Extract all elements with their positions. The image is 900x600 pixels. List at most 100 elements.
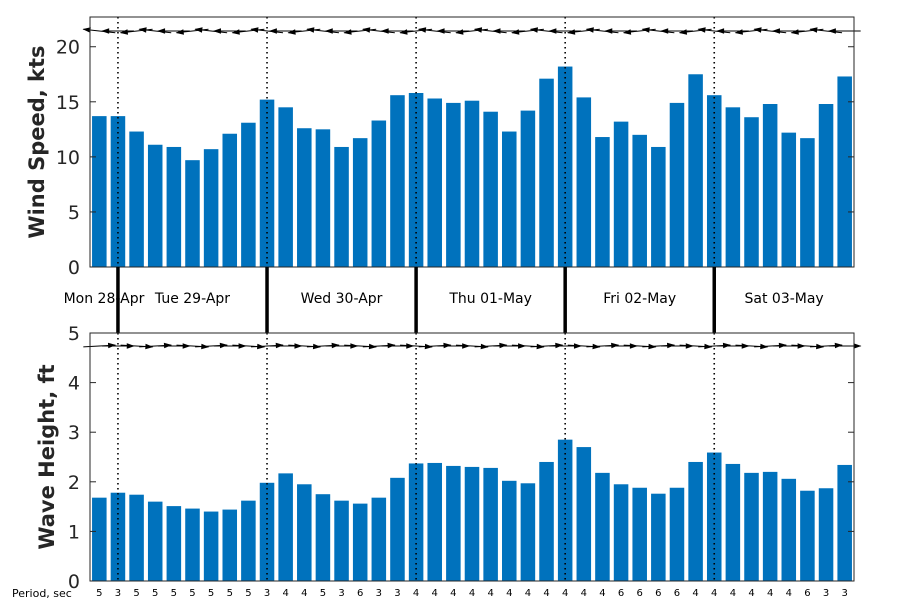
direction-arrow xyxy=(754,342,787,349)
wind-day-dividers xyxy=(117,17,716,267)
wave-bar xyxy=(166,506,182,581)
period-label: 5 xyxy=(245,588,251,599)
wind-bar xyxy=(651,146,666,267)
wave-bar xyxy=(520,483,536,581)
wave-bar xyxy=(595,472,610,581)
period-axis-label: Period, sec xyxy=(12,587,72,600)
wave-bar xyxy=(576,447,592,581)
period-label: 3 xyxy=(376,588,382,599)
wind-bar xyxy=(222,133,238,267)
direction-arrow xyxy=(642,342,676,349)
period-label: 5 xyxy=(171,588,177,599)
period-label: 4 xyxy=(469,588,475,599)
period-label: 5 xyxy=(96,588,102,599)
wind-bar xyxy=(297,128,312,267)
wind-bar xyxy=(352,138,368,267)
wind-bar xyxy=(557,66,573,267)
wind-bar xyxy=(203,149,219,267)
wind-bar xyxy=(147,144,163,267)
direction-arrow xyxy=(82,27,116,34)
wave-direction-arrows xyxy=(83,342,862,350)
direction-arrow xyxy=(585,27,619,34)
wave-bar xyxy=(762,471,778,581)
wave-bar xyxy=(427,462,442,581)
direction-arrow xyxy=(306,342,340,349)
y-tick-label: 3 xyxy=(68,422,80,444)
wave-plot-frame xyxy=(89,332,855,582)
period-label: 5 xyxy=(320,588,326,599)
period-label: 3 xyxy=(115,588,121,599)
wind-bar xyxy=(390,95,405,267)
wave-bar xyxy=(446,465,461,581)
direction-arrow xyxy=(753,27,787,34)
direction-arrow xyxy=(697,27,731,34)
period-label: 4 xyxy=(413,588,419,599)
direction-arrow xyxy=(306,27,339,34)
wave-bar xyxy=(110,492,126,581)
wave-bar xyxy=(297,484,312,581)
wave-bar xyxy=(147,501,163,581)
period-label: 5 xyxy=(227,588,233,599)
period-label: 4 xyxy=(692,588,698,599)
wind-bar xyxy=(464,100,480,267)
direction-arrow xyxy=(417,27,451,34)
wind-bar xyxy=(706,95,722,267)
direction-arrow xyxy=(194,27,228,34)
period-label: 6 xyxy=(357,588,363,599)
day-label: Sat 03-May xyxy=(745,291,824,307)
wind-bar xyxy=(539,78,554,267)
wind-bar xyxy=(688,74,703,268)
wind-bar xyxy=(241,122,256,267)
period-label: 3 xyxy=(823,588,829,599)
wind-bar xyxy=(595,137,610,267)
period-label: 4 xyxy=(543,588,549,599)
period-label: 4 xyxy=(432,588,438,599)
wave-bar xyxy=(464,466,480,581)
wind-bar xyxy=(185,160,200,267)
direction-arrow xyxy=(362,27,395,34)
direction-arrow xyxy=(474,342,508,349)
wave-bar xyxy=(185,508,200,581)
wave-bar xyxy=(483,467,498,581)
wave-day-dividers xyxy=(117,333,716,581)
wind-bar xyxy=(371,120,387,268)
wave-y-axis-label: Wave Height, ft xyxy=(35,364,59,549)
period-label: 4 xyxy=(748,588,754,599)
period-label: 4 xyxy=(711,588,717,599)
wind-bar xyxy=(315,129,331,267)
wind-bar xyxy=(613,121,629,267)
period-label: 6 xyxy=(655,588,661,599)
period-label: 4 xyxy=(487,588,493,599)
y-tick-label: 5 xyxy=(68,202,80,224)
y-tick-label: 10 xyxy=(56,147,80,169)
wind-bar xyxy=(744,117,759,267)
y-tick-label: 0 xyxy=(68,571,80,593)
period-label: 4 xyxy=(581,588,587,599)
wind-bars xyxy=(92,66,852,268)
wave-bar xyxy=(800,490,815,581)
wind-bar xyxy=(92,116,107,268)
wave-bar xyxy=(725,463,741,581)
wave-bar xyxy=(539,461,554,581)
period-label: 5 xyxy=(208,588,214,599)
direction-arrow xyxy=(362,342,396,349)
wind-speed-chart: 0 5 10 15 20 Wind Speed, kts xyxy=(25,16,861,279)
direction-arrow xyxy=(473,27,507,34)
direction-arrow xyxy=(698,342,732,349)
period-label: 6 xyxy=(804,588,810,599)
wind-y-ticks: 0 5 10 15 20 xyxy=(56,37,854,279)
direction-arrow xyxy=(810,342,843,349)
period-label: 4 xyxy=(282,588,288,599)
period-label: 6 xyxy=(637,588,643,599)
wave-bar xyxy=(613,484,629,581)
wind-bar xyxy=(632,134,647,267)
period-label: 4 xyxy=(301,588,307,599)
period-label: 4 xyxy=(506,588,512,599)
wind-bar xyxy=(837,76,852,267)
y-tick-label: 20 xyxy=(56,37,80,59)
wave-bar xyxy=(92,497,107,581)
period-label: 4 xyxy=(562,588,568,599)
wave-bars xyxy=(92,439,852,581)
wave-bar xyxy=(129,494,144,581)
direction-arrow xyxy=(250,27,284,34)
